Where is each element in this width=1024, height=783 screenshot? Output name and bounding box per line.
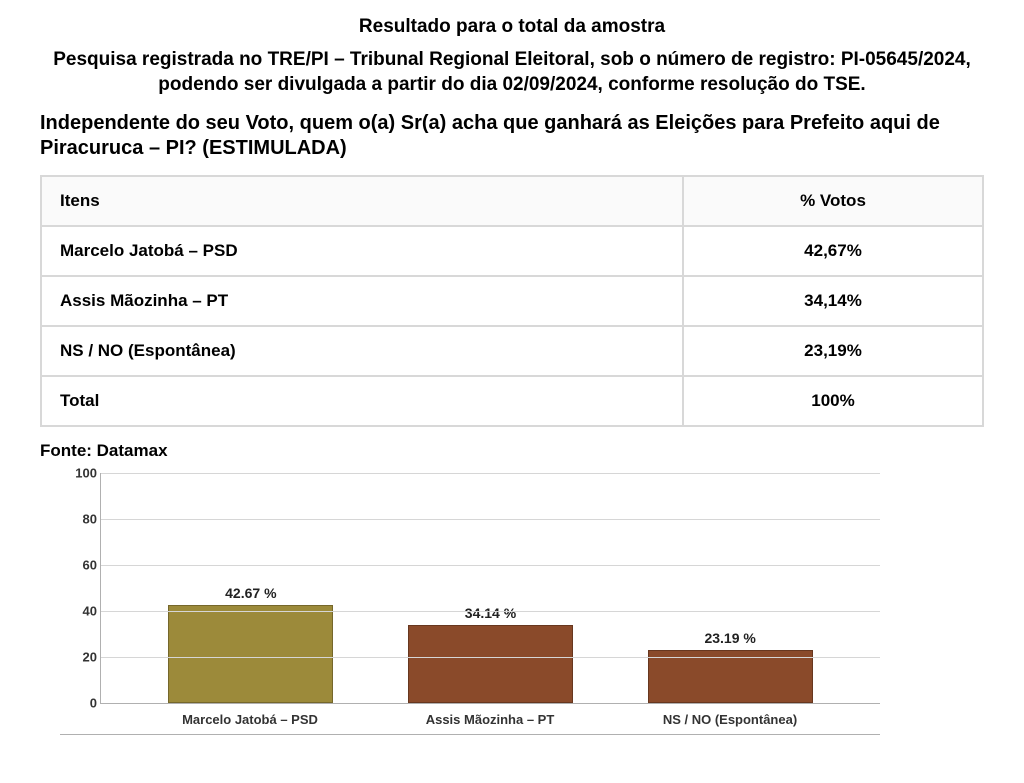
chart-gridline	[101, 473, 880, 474]
survey-report: Resultado para o total da amostra Pesqui…	[0, 0, 1024, 755]
chart-bar-value: 23.19 %	[704, 630, 755, 646]
chart-ylabel: 60	[67, 558, 97, 573]
chart-xlabel: NS / NO (Espontânea)	[630, 706, 830, 734]
chart-bar-value: 42.67 %	[225, 585, 276, 601]
registration-text: Pesquisa registrada no TRE/PI – Tribunal…	[40, 48, 984, 97]
chart-xlabels: Marcelo Jatobá – PSD Assis Mãozinha – PT N…	[100, 706, 880, 734]
cell-item: Total	[41, 376, 683, 426]
chart-gridline	[101, 657, 880, 658]
col-itens: Itens	[41, 176, 683, 226]
cell-item: Assis Mãozinha – PT	[41, 276, 683, 326]
cell-pct: 34,14%	[683, 276, 983, 326]
chart-xlabel: Assis Mãozinha – PT	[390, 706, 590, 734]
chart-bar: 34.14 %	[390, 605, 590, 704]
survey-question: Independente do seu Voto, quem o(a) Sr(a…	[40, 111, 984, 161]
chart-ylabel: 40	[67, 604, 97, 619]
chart-bar: 23.19 %	[630, 630, 830, 703]
source-label: Fonte: Datamax	[40, 441, 984, 461]
chart-gridline	[101, 565, 880, 566]
table-row: Assis Mãozinha – PT 34,14%	[41, 276, 983, 326]
cell-pct: 23,19%	[683, 326, 983, 376]
chart-plot-area: 42.67 %34.14 %23.19 % 020406080100	[100, 473, 880, 704]
chart-xlabel: Marcelo Jatobá – PSD	[150, 706, 350, 734]
cell-pct: 42,67%	[683, 226, 983, 276]
chart-bar: 42.67 %	[151, 585, 351, 703]
results-table: Itens % Votos Marcelo Jatobá – PSD 42,67…	[40, 175, 984, 427]
table-row: Total 100%	[41, 376, 983, 426]
cell-item: NS / NO (Espontânea)	[41, 326, 683, 376]
table-row: Marcelo Jatobá – PSD 42,67%	[41, 226, 983, 276]
chart-ylabel: 0	[67, 696, 97, 711]
page-title: Resultado para o total da amostra	[40, 16, 984, 38]
chart-bar-value: 34.14 %	[465, 605, 516, 621]
bar-chart: 42.67 % 34.14 % 23.19 % 0 20 40 60 80 100 Marce…	[60, 465, 880, 735]
chart-bars-container: 42.67 % 34.14 % 23.19 %	[101, 473, 880, 703]
cell-pct: 100%	[683, 376, 983, 426]
chart-ylabel: 20	[67, 650, 97, 665]
cell-item: Marcelo Jatobá – PSD	[41, 226, 683, 276]
chart-ylabel: 100	[67, 466, 97, 481]
table-row: NS / NO (Espontânea) 23,19%	[41, 326, 983, 376]
chart-gridline	[101, 519, 880, 520]
chart-gridline	[101, 611, 880, 612]
col-pct: % Votos	[683, 176, 983, 226]
table-header-row: Itens % Votos	[41, 176, 983, 226]
chart-ylabel: 80	[67, 512, 97, 527]
